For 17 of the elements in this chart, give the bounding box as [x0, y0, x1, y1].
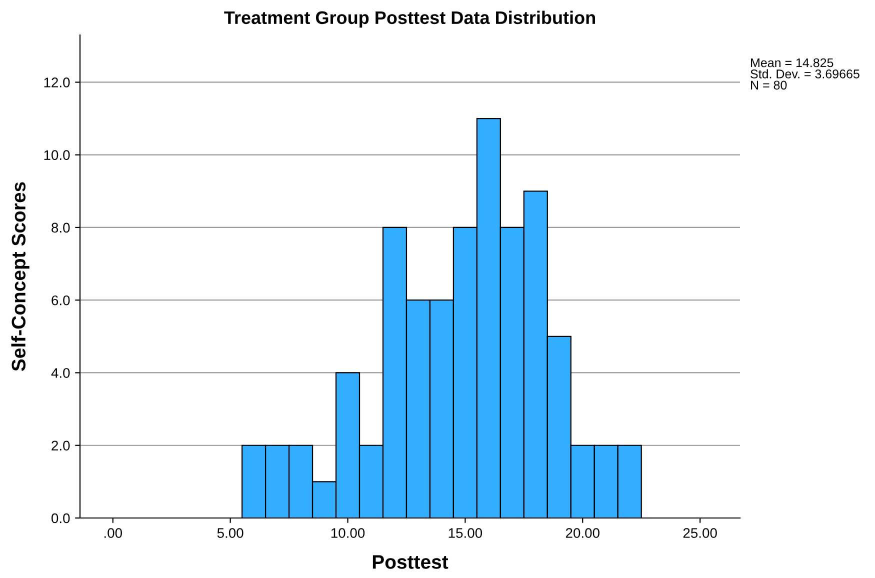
y-tick-label: 8.0	[52, 222, 70, 233]
chart-title: Treatment Group Posttest Data Distribution	[224, 10, 595, 28]
x-tick-label: 5.00	[217, 528, 244, 538]
y-tick-label: 2.0	[52, 440, 70, 451]
y-tick-label: 0.0	[52, 513, 70, 524]
x-tick-label: 20.00	[566, 528, 600, 538]
x-tick-label: 15.00	[448, 528, 482, 538]
x-axis-title: Posttest	[372, 555, 448, 569]
y-tick-label: 4.0	[51, 368, 70, 378]
y-tick-label: 12.0	[44, 78, 70, 88]
y-tick-label: 6.0	[52, 295, 70, 306]
text: Mean = 14.825 Std. Dev. = 3.69665 N = 80	[750, 58, 860, 90]
x-tick-label: 25.00	[683, 528, 717, 538]
y-tick-label: 10.0	[44, 150, 70, 160]
x-tick-label: .00	[104, 528, 122, 538]
x-tick-label: 10.00	[331, 528, 365, 538]
y-axis-title: Self-Concept Scores	[11, 182, 30, 372]
